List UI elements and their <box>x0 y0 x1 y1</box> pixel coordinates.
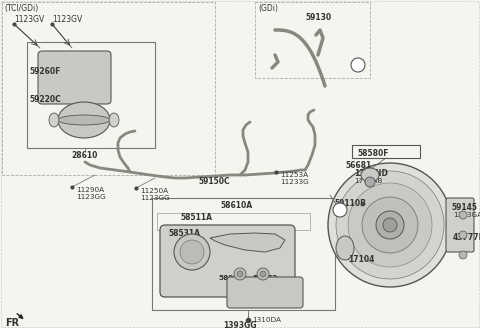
Text: 58580F: 58580F <box>357 149 388 157</box>
Text: 58531A: 58531A <box>168 230 200 238</box>
Circle shape <box>257 268 269 280</box>
Text: 1310DA: 1310DA <box>252 317 281 323</box>
Text: 1393GG: 1393GG <box>223 320 257 328</box>
Circle shape <box>348 183 432 267</box>
Circle shape <box>376 211 404 239</box>
Circle shape <box>362 197 418 253</box>
Text: A: A <box>337 206 343 215</box>
Text: 28610: 28610 <box>72 151 98 159</box>
Text: 56681: 56681 <box>345 161 371 171</box>
Text: 1362ND: 1362ND <box>354 170 388 178</box>
Text: 17104: 17104 <box>348 256 374 264</box>
Circle shape <box>328 163 452 287</box>
Text: 11253A: 11253A <box>280 172 308 178</box>
Text: 59260F: 59260F <box>29 68 60 76</box>
FancyBboxPatch shape <box>446 198 474 252</box>
Text: (TCI/GDi): (TCI/GDi) <box>4 5 38 13</box>
Circle shape <box>459 251 467 259</box>
Circle shape <box>459 211 467 219</box>
Text: 11250A: 11250A <box>140 188 168 194</box>
Text: FR: FR <box>5 318 19 328</box>
Ellipse shape <box>58 102 110 138</box>
Text: 1710AB: 1710AB <box>354 178 383 184</box>
Circle shape <box>180 240 204 264</box>
Text: 1393GA: 1393GA <box>453 212 480 218</box>
Circle shape <box>383 218 397 232</box>
Polygon shape <box>210 233 285 252</box>
Text: 58072: 58072 <box>252 275 277 281</box>
Ellipse shape <box>361 168 379 182</box>
Circle shape <box>237 271 243 277</box>
FancyBboxPatch shape <box>227 277 303 308</box>
Text: 11233G: 11233G <box>280 179 309 185</box>
Text: (GDi): (GDi) <box>258 5 278 13</box>
Text: 1123GV: 1123GV <box>52 14 82 24</box>
Text: 59145: 59145 <box>451 202 477 212</box>
FancyBboxPatch shape <box>160 225 295 297</box>
Text: 1123GG: 1123GG <box>140 195 170 201</box>
Text: 58072: 58072 <box>218 275 243 281</box>
Circle shape <box>336 171 444 279</box>
Ellipse shape <box>58 115 110 125</box>
Text: 59150C: 59150C <box>198 177 229 187</box>
Circle shape <box>333 203 347 217</box>
Text: 59220C: 59220C <box>29 95 61 105</box>
Text: 1123GV: 1123GV <box>14 14 44 24</box>
Text: 58511A: 58511A <box>180 214 212 222</box>
Circle shape <box>234 268 246 280</box>
Ellipse shape <box>336 236 354 260</box>
Text: 59130: 59130 <box>305 12 331 22</box>
Text: A: A <box>355 60 360 70</box>
Circle shape <box>260 271 266 277</box>
Circle shape <box>459 231 467 239</box>
Text: 59110B: 59110B <box>334 199 366 209</box>
Circle shape <box>174 234 210 270</box>
Text: 43777B: 43777B <box>453 233 480 241</box>
FancyBboxPatch shape <box>38 51 111 104</box>
Text: 58610A: 58610A <box>220 201 252 211</box>
Circle shape <box>365 177 375 187</box>
Circle shape <box>351 58 365 72</box>
Ellipse shape <box>109 113 119 127</box>
Text: 1123GG: 1123GG <box>76 194 106 200</box>
Ellipse shape <box>49 113 59 127</box>
Text: 11290A: 11290A <box>76 187 104 193</box>
